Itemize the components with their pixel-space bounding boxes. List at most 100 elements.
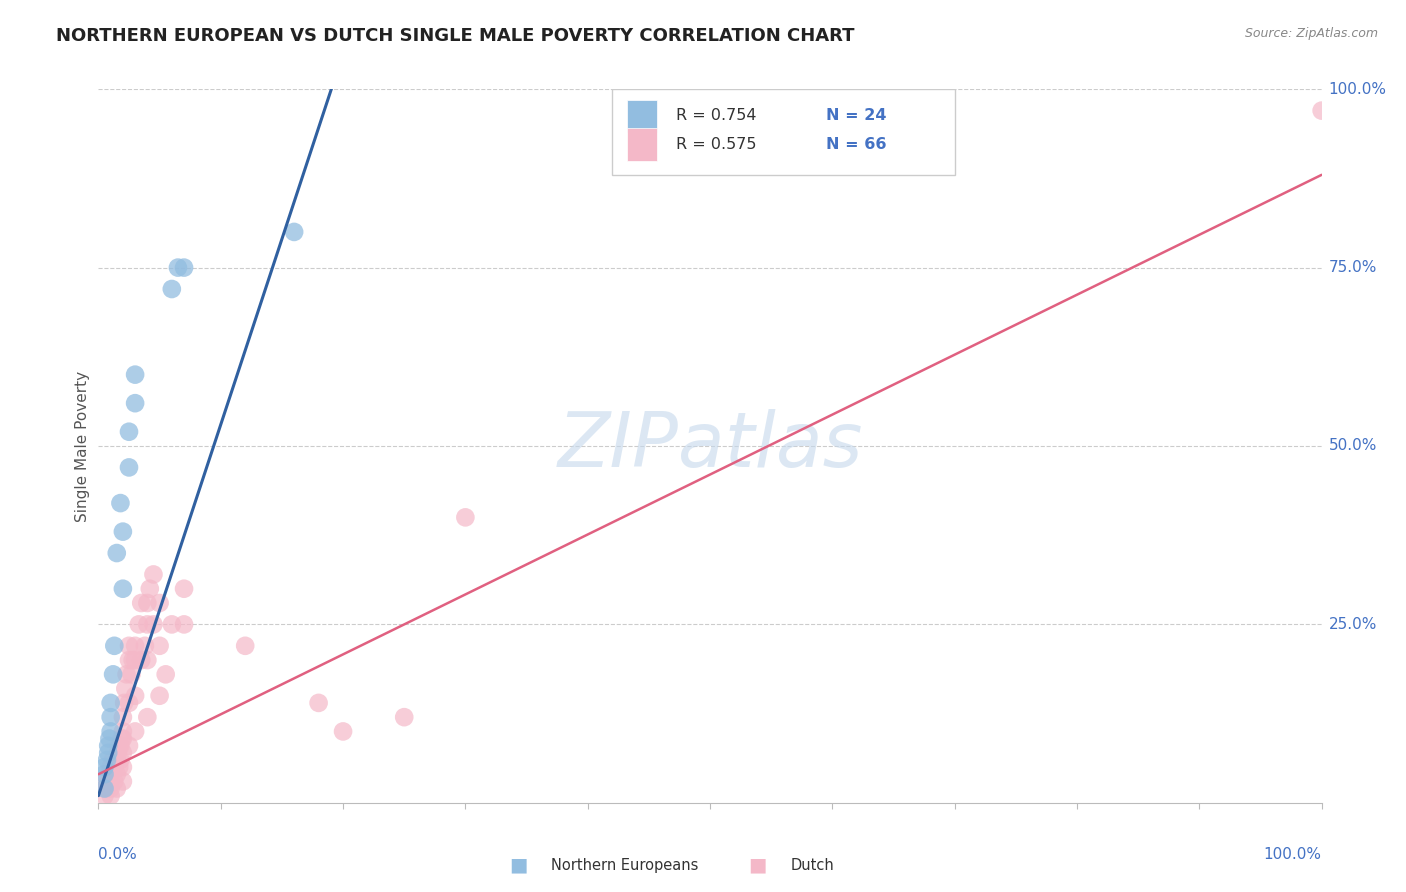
Point [1310, 103, 1333, 118]
Point [93, 760, 115, 774]
Text: Northern Europeans: Northern Europeans [551, 858, 699, 872]
Point [110, 753, 132, 767]
Point [308, 696, 330, 710]
Text: 50.0%: 50.0% [1329, 439, 1376, 453]
Point [142, 617, 165, 632]
Point [111, 582, 134, 596]
Point [112, 696, 135, 710]
Point [100, 781, 122, 796]
Point [101, 753, 124, 767]
Point [107, 746, 129, 760]
Point [97, 774, 120, 789]
Text: 0.0%: 0.0% [98, 847, 138, 863]
Point [155, 667, 177, 681]
Point [105, 753, 128, 767]
Point [100, 710, 122, 724]
Point [100, 724, 122, 739]
Text: R = 0.575: R = 0.575 [676, 136, 756, 152]
Point [105, 546, 128, 560]
Point [96, 753, 118, 767]
Point [115, 667, 138, 681]
Text: Source: ZipAtlas.com: Source: ZipAtlas.com [1244, 27, 1378, 40]
Point [173, 582, 195, 596]
Point [96, 781, 118, 796]
Point [94, 774, 117, 789]
Point [142, 567, 165, 582]
Point [136, 653, 159, 667]
Point [136, 710, 159, 724]
Point [160, 617, 183, 632]
Point [167, 260, 190, 275]
Bar [627, 100, 658, 132]
Point [111, 710, 134, 724]
Point [98, 731, 121, 746]
Point [124, 639, 146, 653]
Point [160, 282, 183, 296]
Point [97, 739, 120, 753]
Point [149, 596, 172, 610]
Point [105, 767, 128, 781]
Point [129, 596, 152, 610]
Point [118, 739, 141, 753]
Point [118, 639, 141, 653]
Point [173, 617, 195, 632]
Point [93, 781, 115, 796]
Point [93, 781, 115, 796]
Point [128, 617, 150, 632]
Point [124, 368, 146, 382]
Point [136, 596, 159, 610]
Point [100, 696, 122, 710]
Point [103, 760, 125, 774]
FancyBboxPatch shape [612, 89, 955, 175]
Point [111, 774, 134, 789]
Point [124, 653, 146, 667]
Point [98, 767, 121, 781]
Point [110, 496, 132, 510]
Text: ■: ■ [748, 855, 768, 875]
Point [118, 696, 141, 710]
Text: N = 24: N = 24 [827, 108, 887, 123]
Point [111, 524, 134, 539]
Point [124, 689, 146, 703]
Point [134, 639, 156, 653]
Point [100, 789, 122, 803]
Point [118, 653, 141, 667]
Point [110, 739, 132, 753]
Point [111, 731, 134, 746]
Text: N = 66: N = 66 [827, 136, 887, 152]
Point [118, 460, 141, 475]
Text: 100.0%: 100.0% [1329, 82, 1386, 96]
Point [149, 639, 172, 653]
Point [129, 653, 152, 667]
Text: 75.0%: 75.0% [1329, 260, 1376, 275]
Point [121, 653, 143, 667]
Point [100, 774, 122, 789]
Point [120, 667, 142, 681]
Point [103, 639, 125, 653]
Point [124, 396, 146, 410]
Point [392, 710, 416, 724]
Point [149, 689, 172, 703]
Point [136, 617, 159, 632]
Point [108, 739, 131, 753]
Point [111, 724, 134, 739]
Point [118, 425, 141, 439]
Point [93, 767, 115, 781]
Point [108, 760, 131, 774]
Point [114, 681, 136, 696]
Point [283, 225, 305, 239]
Point [93, 789, 115, 803]
Text: 25.0%: 25.0% [1329, 617, 1376, 632]
Point [111, 731, 134, 746]
Text: 100.0%: 100.0% [1264, 847, 1322, 863]
Point [97, 746, 120, 760]
Text: R = 0.754: R = 0.754 [676, 108, 756, 123]
Point [100, 767, 122, 781]
Point [111, 746, 134, 760]
Point [111, 760, 134, 774]
Point [173, 260, 195, 275]
Y-axis label: Single Male Poverty: Single Male Poverty [75, 370, 90, 522]
Point [139, 582, 162, 596]
Text: Dutch: Dutch [790, 858, 834, 872]
Text: NORTHERN EUROPEAN VS DUTCH SINGLE MALE POVERTY CORRELATION CHART: NORTHERN EUROPEAN VS DUTCH SINGLE MALE P… [56, 27, 855, 45]
